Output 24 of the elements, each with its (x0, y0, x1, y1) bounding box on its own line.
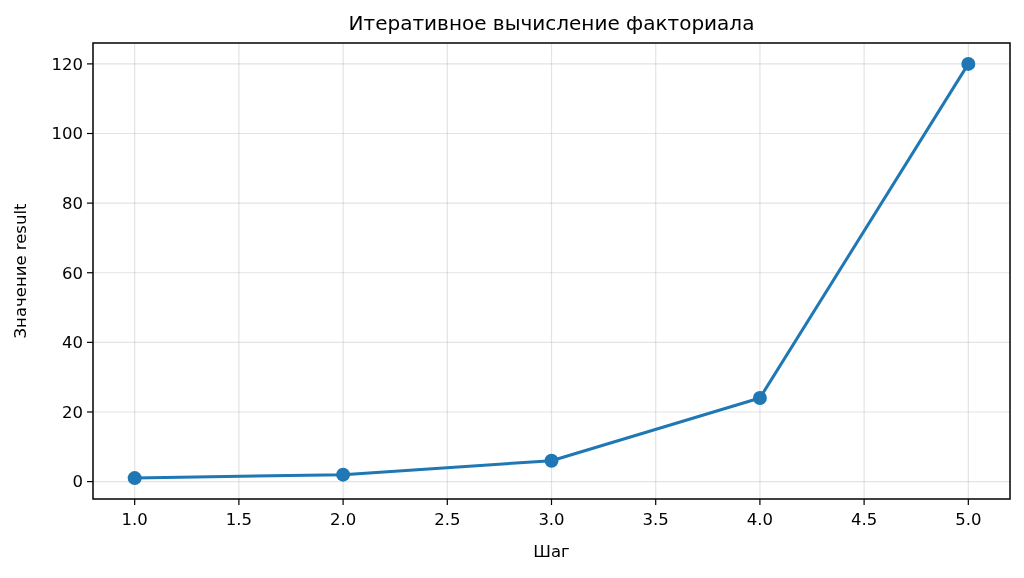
x-tick-label: 3.0 (538, 510, 565, 529)
x-tick-label: 4.5 (850, 510, 878, 529)
x-tick-label: 1.5 (225, 510, 253, 529)
chart-title: Итеративное вычисление факториала (348, 11, 755, 35)
x-tick-label: 2.5 (434, 510, 461, 529)
y-tick-label: 80 (62, 193, 83, 213)
point (544, 453, 559, 468)
point (127, 471, 142, 486)
point (752, 391, 767, 406)
y-axis-title: Значение result (11, 202, 30, 339)
x-tick-label: 2.0 (329, 510, 357, 529)
point (961, 56, 976, 71)
y-tick-label: 40 (62, 333, 83, 353)
point (336, 467, 351, 482)
y-tick-label: 60 (62, 263, 83, 283)
x-tick-label: 4.0 (746, 510, 774, 529)
x-tick-label: 5.0 (955, 510, 982, 529)
y-tick-label: 20 (62, 402, 83, 422)
x-axis-title: Шаг (533, 542, 570, 561)
y-tick-label: 0 (72, 472, 83, 492)
x-tick-label: 3.5 (642, 510, 669, 529)
y-tick-label: 100 (51, 124, 83, 144)
y-tick-label: 120 (51, 54, 83, 74)
x-tick-label: 1.0 (121, 510, 148, 529)
